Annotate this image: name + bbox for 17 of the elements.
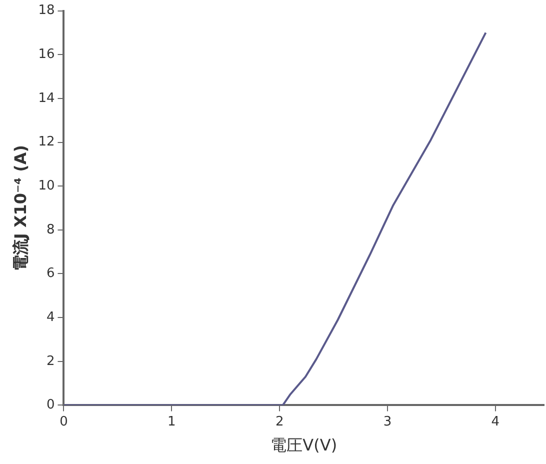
x-tick-label: 1 xyxy=(168,414,176,430)
y-tick-label: 2 xyxy=(46,354,55,369)
y-tick-label: 0 xyxy=(46,398,55,413)
y-tick-label: 12 xyxy=(38,134,55,150)
x-tick-label: 0 xyxy=(60,414,68,430)
y-tick-label: 6 xyxy=(46,266,55,282)
y-tick-label: 4 xyxy=(46,310,55,325)
y-axis-title: 電流J X10⁻⁴ (A) xyxy=(10,144,30,272)
y-tick-label: 18 xyxy=(38,3,55,18)
x-tick-label: 3 xyxy=(383,414,392,430)
y-tick-label: 10 xyxy=(38,178,55,194)
y-tick-label: 16 xyxy=(38,46,55,62)
x-axis-title: 電圧V(V) xyxy=(270,436,338,455)
x-tick-label: 4 xyxy=(491,414,500,430)
x-tick-label: 2 xyxy=(275,414,284,430)
y-tick-label: 14 xyxy=(38,90,55,106)
y-tick-label: 8 xyxy=(46,222,55,238)
